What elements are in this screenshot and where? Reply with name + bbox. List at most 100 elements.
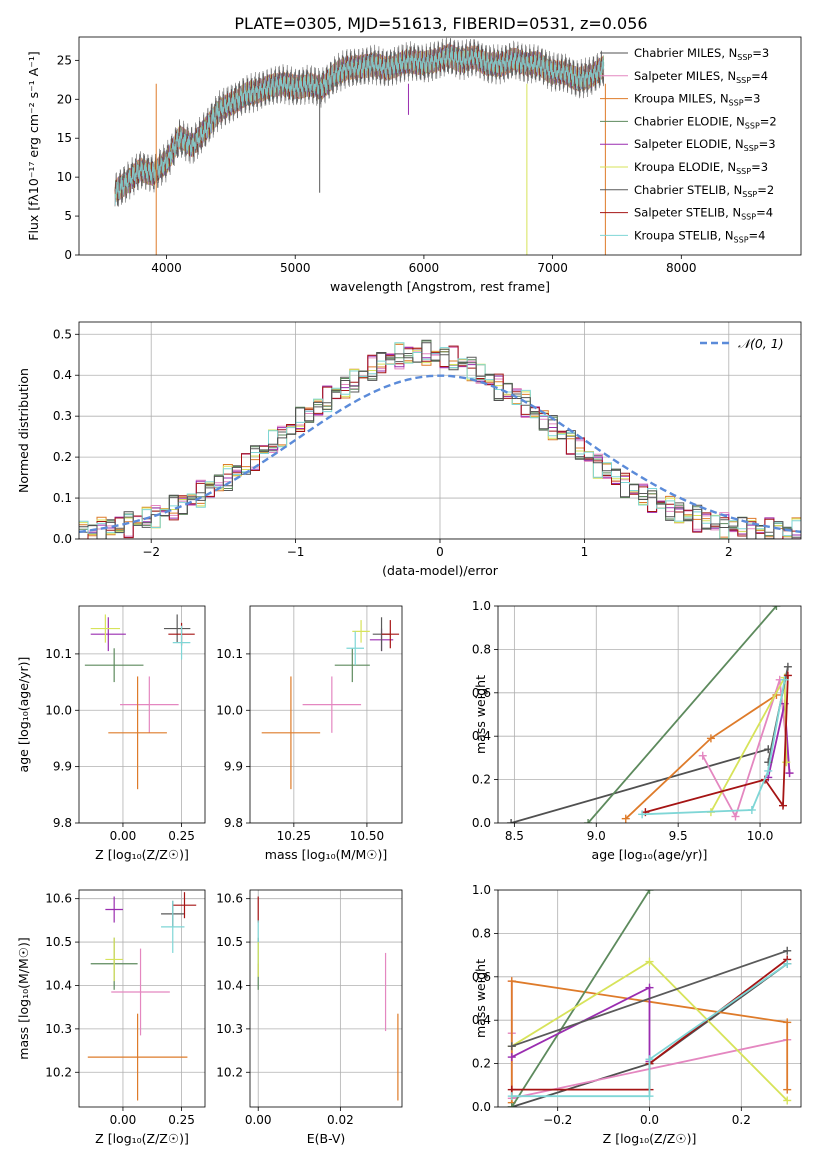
spectrum-plot-area	[114, 37, 606, 255]
weight-marker	[645, 957, 654, 966]
weight-marker	[645, 983, 654, 992]
weight-vs-age-grid	[498, 606, 801, 823]
y-axis-label: age [log₁₀(age/yr)]	[16, 657, 31, 773]
weight-line	[642, 679, 786, 816]
weight-marker	[783, 671, 792, 680]
legend-label: Chabrier STELIB, NSSP=2	[634, 183, 774, 199]
errorbar-point	[120, 676, 179, 733]
y-tick-label: 10.6	[216, 892, 243, 906]
y-tick-label: 10.5	[45, 935, 72, 949]
y-tick-label: 15	[57, 131, 72, 145]
errorbar-point	[381, 620, 400, 649]
errorbar-point	[261, 676, 321, 790]
spectrum-line	[114, 43, 605, 206]
weight-marker	[507, 1053, 516, 1062]
weight-vs-Z-panel: −0.2 0.0 0.2 0.0 0.2 0.4 0.6 0.8 1.0 Z [log₁₀(Z/Z…	[472, 883, 802, 1146]
y-tick-label: 1.0	[472, 883, 491, 897]
weight-marker	[706, 734, 715, 743]
age-vs-mass-panel: 10.25 10.50 9.8 9.9 10.0 10.1 mass [log₁₀(M/M☉…	[216, 605, 403, 862]
spectrum-legend: Chabrier MILES, NSSP=3 Salpeter MILES, NS…	[600, 46, 777, 244]
histogram-series	[79, 342, 801, 539]
weight-marker	[783, 1018, 792, 1027]
errorbar-point	[105, 896, 123, 923]
errorbar-point	[108, 676, 167, 790]
weight-line	[511, 949, 788, 1048]
y-tick-label: 10.4	[45, 978, 72, 992]
y-tick-label: 9.8	[224, 816, 243, 830]
y-tick-label: 0.1	[53, 491, 72, 505]
mass-vs-ebv-grid	[250, 890, 402, 1107]
y-tick-label: 1.0	[472, 599, 491, 613]
legend-label: Salpeter MILES, NSSP=4	[634, 69, 768, 85]
weight-line	[701, 679, 791, 819]
y-tick-label: 0.0	[53, 532, 72, 546]
x-tick-label: 10.0	[747, 829, 774, 843]
residuals-plot-area	[79, 322, 801, 539]
x-tick-label: −1	[287, 545, 305, 559]
y-tick-label: 10.2	[45, 1065, 72, 1079]
y-tick-label: 0.2	[472, 773, 491, 787]
errorbar-point	[163, 614, 191, 643]
weight-line	[511, 963, 788, 1098]
y-tick-label: 10.3	[45, 1022, 72, 1036]
x-axis-label: age [log₁₀(age/yr)]	[592, 847, 708, 862]
y-tick-label: 5	[64, 209, 72, 223]
y-tick-label: 9.9	[224, 760, 243, 774]
weight-marker	[638, 810, 647, 819]
y-tick-label: 0.2	[53, 450, 72, 464]
weight-marker	[778, 801, 787, 810]
x-tick-label: 0.00	[110, 829, 137, 843]
mass-vs-Z-frame	[78, 889, 206, 1108]
weight-line	[511, 890, 651, 1107]
weight-marker	[507, 819, 516, 823]
weight-vs-age-plot-area	[498, 606, 801, 823]
x-axis-label: Z [log₁₀(Z/Z☉)]	[95, 1131, 189, 1146]
errorbar-point	[173, 942, 196, 977]
errorbar-point	[334, 648, 370, 683]
errorbar-point	[346, 631, 364, 666]
y-tick-label: 10.0	[216, 703, 243, 717]
y-tick-label: 9.8	[53, 816, 72, 830]
x-tick-label: 0.02	[327, 1113, 354, 1127]
y-tick-label: 0.4	[53, 368, 72, 382]
x-tick-label: 0.0	[640, 1113, 659, 1127]
x-axis-label: (data-model)/error	[382, 563, 499, 578]
weight-marker	[621, 814, 630, 823]
mass-vs-Z-panel: 0.00 0.25 10.2 10.3 10.4 10.5 10.6 Z [log₁₀(Z/Z…	[16, 889, 206, 1146]
y-tick-label: 0.6	[472, 970, 491, 984]
weight-marker	[783, 1085, 792, 1094]
x-axis-label: Z [log₁₀(Z/Z☉)]	[603, 1131, 697, 1146]
y-axis-label: Normed distribution	[16, 368, 31, 493]
x-tick-label: 6000	[409, 261, 440, 275]
x-tick-label: 4000	[151, 261, 182, 275]
legend-label: Kroupa MILES, NSSP=3	[634, 92, 760, 108]
legend-label: Chabrier MILES, NSSP=3	[634, 46, 769, 62]
mass-vs-ebv-panel: 0.00 0.02 10.2 10.3 10.4 10.5 10.6 E(B-V)	[216, 889, 403, 1146]
mass-vs-Z-grid	[79, 890, 205, 1107]
x-tick-label: 10.50	[350, 829, 384, 843]
errorbar-point	[111, 948, 170, 1036]
x-tick-label: 0.00	[110, 1113, 137, 1127]
weight-marker	[698, 751, 707, 760]
y-axis-label: mass weight	[473, 675, 488, 754]
weight-vs-Z-frame	[497, 889, 802, 1108]
weight-marker	[645, 1055, 654, 1064]
x-tick-label: 0.2	[732, 1113, 751, 1127]
legend-label: Chabrier ELODIE, NSSP=2	[634, 114, 777, 130]
residuals-frame	[78, 321, 802, 540]
x-tick-label: 8.5	[505, 829, 524, 843]
x-tick-label: 9.5	[669, 829, 688, 843]
y-tick-label: 9.9	[53, 760, 72, 774]
legend-label: Salpeter STELIB, NSSP=4	[634, 206, 773, 222]
y-tick-label: 0.0	[472, 816, 491, 830]
y-axis-label: Flux [fλ10⁻¹⁷ erg cm⁻² s⁻¹ A⁻¹]	[26, 51, 41, 240]
y-tick-label: 0.8	[472, 642, 491, 656]
figure-title: PLATE=0305, MJD=51613, FIBERID=0531, z=0…	[234, 14, 647, 33]
weight-marker	[584, 819, 593, 823]
weight-marker	[764, 766, 773, 775]
normal-curve	[79, 374, 801, 533]
x-axis-label: mass [log₁₀(M/M☉)]	[265, 847, 387, 862]
weight-line	[510, 748, 769, 823]
errorbar-point	[84, 648, 144, 683]
y-tick-label: 25	[57, 53, 72, 67]
